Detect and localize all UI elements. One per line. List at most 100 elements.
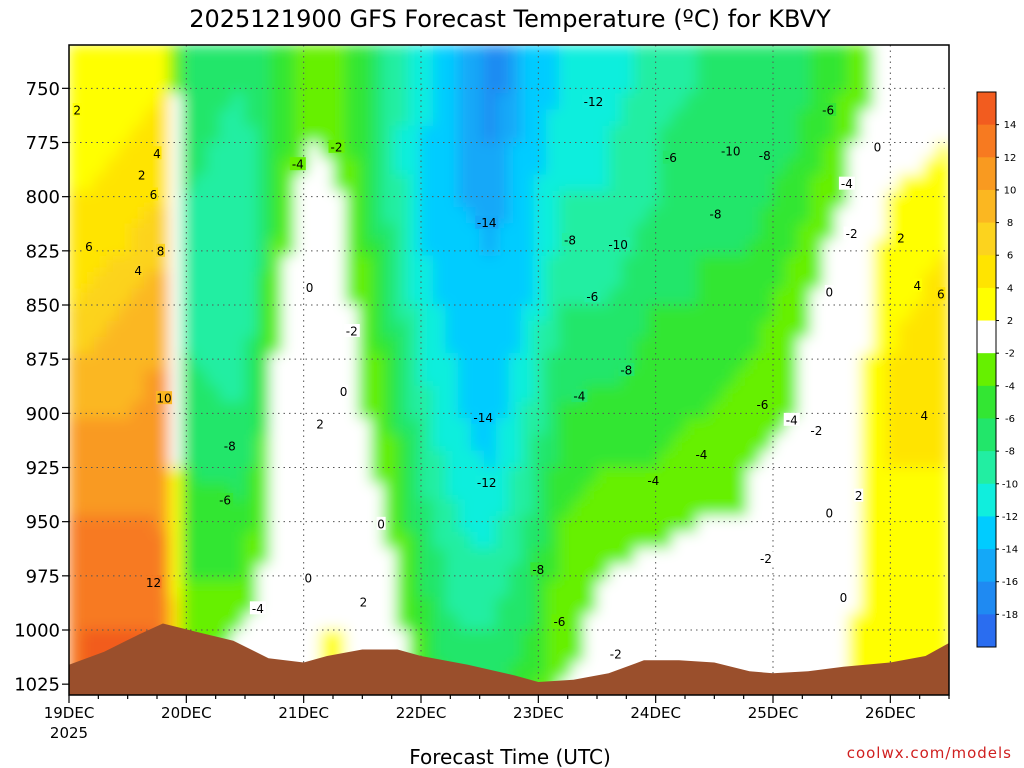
- temperature-cell: [860, 174, 875, 192]
- temperature-cell: [709, 645, 724, 663]
- temperature-cell: [847, 645, 862, 663]
- temperature-cell: [433, 597, 447, 615]
- temperature-cell: [533, 353, 548, 371]
- temperature-cell: [357, 207, 372, 225]
- temperature-cell: [319, 158, 334, 176]
- temperature-cell: [923, 304, 937, 322]
- temperature-cell: [709, 190, 724, 208]
- temperature-cell: [81, 93, 95, 111]
- temperature-cell: [106, 223, 120, 241]
- temperature-cell: [684, 223, 699, 241]
- temperature-cell: [508, 385, 523, 403]
- contour-label-bg: [936, 287, 946, 301]
- temperature-cell: [169, 174, 183, 192]
- temperature-cell: [835, 450, 849, 468]
- temperature-cell: [571, 45, 585, 62]
- temperature-cell: [81, 320, 95, 338]
- temperature-cell: [106, 207, 120, 225]
- temperature-cell: [93, 450, 108, 468]
- temperature-cell: [395, 564, 409, 582]
- temperature-cell: [433, 645, 447, 663]
- temperature-cell: [169, 532, 183, 550]
- temperature-cell: [194, 532, 208, 550]
- temperature-cell: [609, 142, 623, 160]
- temperature-cell: [508, 60, 523, 78]
- contour-label-bg: [562, 233, 579, 246]
- y-tick-label: 950: [26, 512, 60, 533]
- contour-label: -2: [346, 325, 358, 339]
- temperature-cell: [244, 353, 259, 371]
- temperature-cell: [332, 109, 347, 127]
- temperature-cell: [307, 532, 321, 550]
- temperature-cell: [634, 77, 648, 95]
- temperature-cell: [294, 434, 309, 452]
- temperature-cell: [847, 288, 862, 306]
- temperature-cell: [395, 515, 409, 533]
- temperature-cell: [885, 515, 900, 533]
- temperature-cell: [508, 109, 523, 127]
- temperature-cell: [219, 158, 233, 176]
- temperature-cell: [69, 288, 83, 306]
- temperature-cell: [420, 158, 435, 176]
- temperature-cell: [659, 434, 673, 452]
- temperature-cell: [785, 158, 799, 176]
- temperature-cell: [433, 255, 447, 273]
- temperature-cell: [420, 223, 435, 241]
- temperature-cell: [722, 93, 736, 111]
- temperature-cell: [93, 564, 108, 582]
- temperature-cell: [257, 77, 271, 95]
- temperature-cell: [621, 158, 636, 176]
- x-tick-label: 23DEC: [513, 704, 564, 722]
- temperature-cell: [797, 353, 812, 371]
- temperature-cell: [206, 239, 221, 257]
- temperature-cell: [181, 320, 196, 338]
- temperature-cell: [533, 223, 548, 241]
- temperature-cell: [156, 483, 171, 501]
- temperature-cell: [634, 337, 648, 355]
- temperature-cell: [244, 223, 259, 241]
- temperature-cell: [433, 158, 447, 176]
- temperature-cell: [847, 142, 862, 160]
- contour-label-bg: [618, 363, 635, 376]
- temperature-cell: [420, 402, 435, 420]
- temperature-cell: [910, 532, 925, 550]
- temperature-cell: [156, 93, 171, 111]
- temperature-cell: [860, 515, 875, 533]
- temperature-cell: [357, 93, 372, 111]
- temperature-cell: [181, 499, 196, 517]
- temperature-cell: [282, 613, 296, 631]
- temperature-cell: [382, 190, 397, 208]
- temperature-cell: [169, 158, 183, 176]
- temperature-cell: [106, 483, 120, 501]
- temperature-cell: [407, 467, 422, 485]
- temperature-cell: [709, 304, 724, 322]
- temperature-cell: [118, 45, 133, 62]
- temperature-cell: [244, 580, 259, 598]
- colorbar-swatch: [977, 581, 996, 615]
- temperature-cell: [81, 385, 95, 403]
- temperature-cell: [257, 223, 271, 241]
- temperature-cell: [332, 434, 347, 452]
- temperature-cell: [131, 499, 145, 517]
- temperature-cell: [382, 142, 397, 160]
- temperature-cell: [558, 564, 573, 582]
- temperature-cell: [609, 564, 623, 582]
- temperature-cell: [395, 353, 409, 371]
- temperature-cell: [621, 564, 636, 582]
- temperature-cell: [684, 402, 699, 420]
- temperature-cell: [345, 564, 359, 582]
- temperature-cell: [433, 272, 447, 290]
- temperature-cell: [319, 532, 334, 550]
- temperature-cell: [873, 645, 887, 663]
- temperature-cell: [684, 467, 699, 485]
- temperature-cell: [596, 580, 611, 598]
- temperature-cell: [93, 434, 108, 452]
- temperature-cell: [307, 434, 321, 452]
- temperature-cell: [257, 402, 271, 420]
- contour-label-bg: [152, 146, 162, 160]
- temperature-cell: [257, 207, 271, 225]
- temperature-cell: [734, 369, 749, 387]
- temperature-cell: [797, 515, 812, 533]
- temperature-cell: [219, 207, 233, 225]
- temperature-cell: [470, 613, 485, 631]
